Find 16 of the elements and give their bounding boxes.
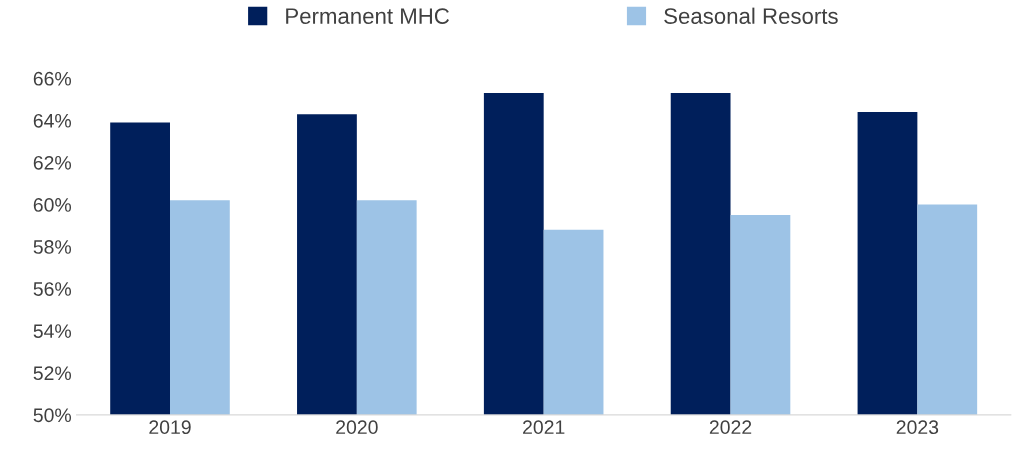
y-tick-label: 66%	[33, 71, 72, 86]
x-tick-label: 2021	[523, 420, 565, 435]
y-tick-label: 64%	[33, 113, 72, 128]
x-tick-label: 2023	[896, 420, 939, 435]
legend-label: Permanent MHC	[286, 8, 449, 24]
y-tick-label: 56%	[33, 282, 72, 296]
y-tick-label: 60%	[33, 198, 72, 212]
x-tick-label: 2020	[336, 420, 378, 435]
y-tick-label: 54%	[33, 324, 72, 338]
x-tick-label: 2019	[149, 420, 191, 435]
legend-label: Seasonal Resorts	[664, 7, 838, 24]
y-tick-label: 58%	[33, 240, 72, 254]
y-tick-label: 62%	[33, 155, 72, 170]
y-tick-label: 50%	[33, 408, 72, 423]
y-tick-label: 52%	[33, 366, 72, 381]
x-tick-label: 2022	[709, 420, 752, 435]
